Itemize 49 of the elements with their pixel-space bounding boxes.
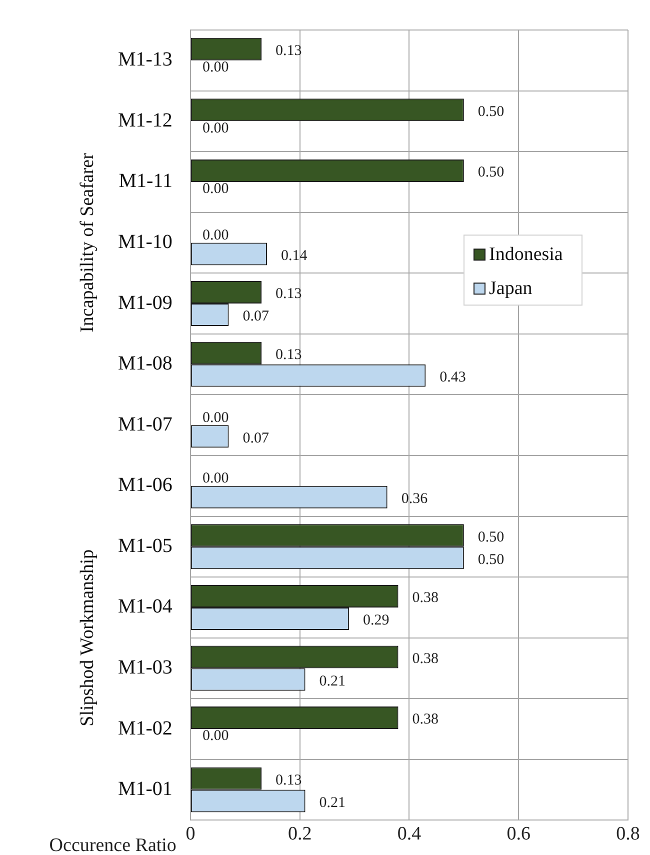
data-label: 0.43	[440, 370, 466, 386]
data-label: 0.50	[478, 552, 504, 568]
data-label: 0.13	[276, 772, 302, 788]
data-label: 0.13	[276, 347, 302, 364]
data-label: 0.00	[202, 470, 229, 487]
x-tick-label: 0.2	[288, 824, 312, 845]
y-tick-label: M1-02	[118, 717, 172, 740]
text: Slipshod Workmanship	[76, 549, 98, 726]
data-label: 0.00	[202, 227, 229, 244]
y-tick-label: M1-03	[118, 656, 172, 678]
data-label: 0.00	[202, 728, 229, 744]
y-tick-label: M1-13	[118, 48, 172, 71]
data-label: 0.13	[276, 286, 302, 302]
x-tick-label: 0.8	[616, 824, 640, 845]
y-tick-label: M1-09	[118, 292, 172, 314]
x-tick-label: 0.4	[397, 824, 422, 845]
data-label: 0.07	[242, 308, 270, 325]
data-label: 0.50	[478, 164, 504, 181]
data-label: 0.50	[478, 104, 504, 120]
data-label: 0.13	[276, 43, 302, 60]
data-label: 0.00	[202, 410, 229, 426]
data-label: 0.38	[412, 590, 439, 606]
y-tick-label: M1-10	[118, 230, 172, 253]
data-label: 0.21	[319, 794, 346, 811]
data-label: 0.00	[202, 120, 229, 136]
y-tick-label: M1-08	[118, 352, 172, 375]
x-axis-title: Occurence Ratio	[49, 835, 176, 855]
data-label: 0.21	[319, 673, 346, 690]
data-label: 0.29	[363, 612, 390, 629]
y-tick-label: M1-04	[118, 596, 172, 618]
y-tick-label: M1-12	[118, 109, 172, 132]
y-tick-label: M1-11	[118, 170, 172, 192]
data-label: 0.38	[412, 650, 439, 667]
y-tick-label: M1-07	[118, 413, 172, 436]
data-label: 0.14	[281, 248, 308, 264]
legend-label: Japan	[489, 278, 533, 300]
data-label: 0.50	[478, 529, 504, 546]
text: Incapability of Seafarer	[76, 152, 98, 332]
data-label: 0.00	[202, 60, 229, 76]
x-tick-label: 0	[186, 824, 196, 845]
data-label: 0.38	[412, 712, 439, 728]
data-label: 0.00	[202, 181, 229, 198]
y-tick-label: M1-05	[118, 534, 172, 557]
y-tick-label: M1-01	[118, 778, 172, 800]
x-tick-label: 0.6	[506, 824, 530, 845]
legend-label: Indonesia	[489, 244, 564, 266]
data-label: 0.07	[242, 430, 270, 446]
y-tick-label: M1-06	[118, 474, 172, 496]
data-label: 0.36	[401, 491, 428, 508]
